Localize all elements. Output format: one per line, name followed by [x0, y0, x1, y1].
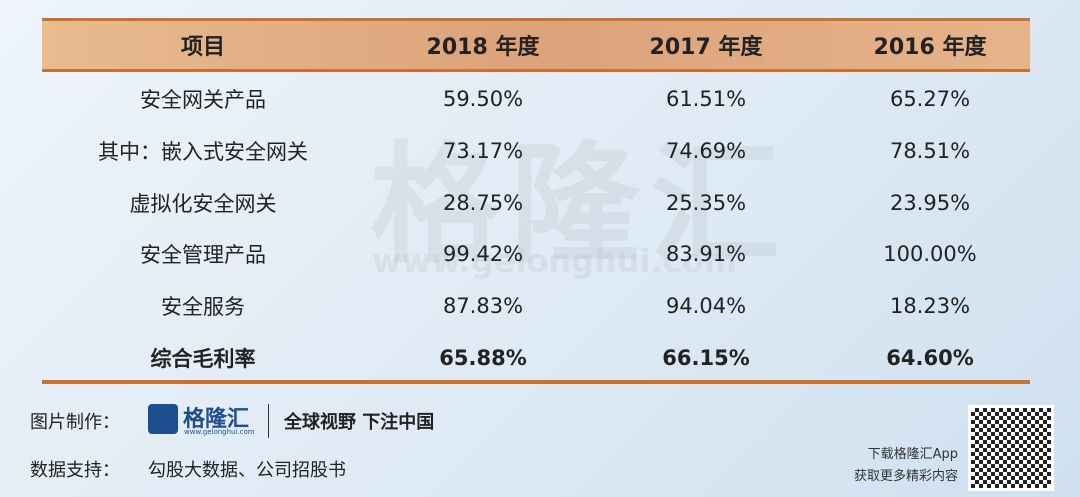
- header-cell: 项目: [180, 35, 226, 60]
- qr-code: [968, 405, 1054, 491]
- header-cell: 2018 年度: [426, 35, 540, 60]
- logo-text: 格隆汇: [183, 407, 250, 432]
- header-cell: 2016 年度: [873, 35, 987, 60]
- row-label: 其中：嵌入式安全网关: [98, 139, 308, 164]
- value-cell: 100.00%: [883, 242, 977, 267]
- source: 勾股大数据、公司招股书: [148, 460, 346, 481]
- value-cell: 23.95%: [889, 190, 971, 215]
- value-cell: 87.83%: [442, 294, 524, 319]
- value-cell: 64.60%: [886, 346, 974, 370]
- logo-icon: [148, 404, 178, 434]
- row-label: 安全网关产品: [140, 88, 266, 112]
- value-cell: 83.91%: [665, 242, 747, 267]
- row-label: 安全管理产品: [140, 243, 266, 268]
- value-cell: 28.75%: [442, 190, 524, 215]
- value-cell: 94.04%: [665, 294, 747, 319]
- row-label: 综合毛利率: [150, 347, 256, 371]
- row-label: 虚拟化安全网关: [129, 191, 277, 216]
- bottom-rule: [42, 380, 1030, 384]
- divider: [268, 404, 269, 438]
- value-cell: 66.15%: [662, 346, 750, 370]
- header-bar: [42, 18, 1030, 72]
- value-cell: 25.35%: [665, 190, 747, 215]
- app-line2: 获取更多精彩内容: [853, 469, 958, 484]
- value-cell: 59.50%: [442, 87, 524, 111]
- value-cell: 61.51%: [665, 87, 747, 111]
- logo-url: www.gelonghui.com: [184, 428, 255, 436]
- value-cell: 74.69%: [665, 138, 747, 163]
- value-cell: 73.17%: [442, 138, 524, 163]
- slogan: 全球视野 下注中国: [284, 412, 435, 433]
- app-line1: 下载格隆汇App: [867, 447, 958, 462]
- value-cell: 65.27%: [889, 87, 971, 111]
- row-label: 安全服务: [161, 295, 245, 320]
- made-by-label: 图片制作：: [30, 412, 120, 433]
- value-cell: 99.42%: [442, 242, 524, 267]
- value-cell: 18.23%: [889, 294, 971, 319]
- value-cell: 65.88%: [439, 346, 527, 370]
- header-cell: 2017 年度: [649, 35, 763, 60]
- value-cell: 78.51%: [889, 138, 971, 163]
- source-label: 数据支持：: [30, 460, 120, 481]
- watermark-url: www.gelonghui.com: [372, 242, 738, 280]
- watermark-logo: 格隆汇: [370, 129, 791, 281]
